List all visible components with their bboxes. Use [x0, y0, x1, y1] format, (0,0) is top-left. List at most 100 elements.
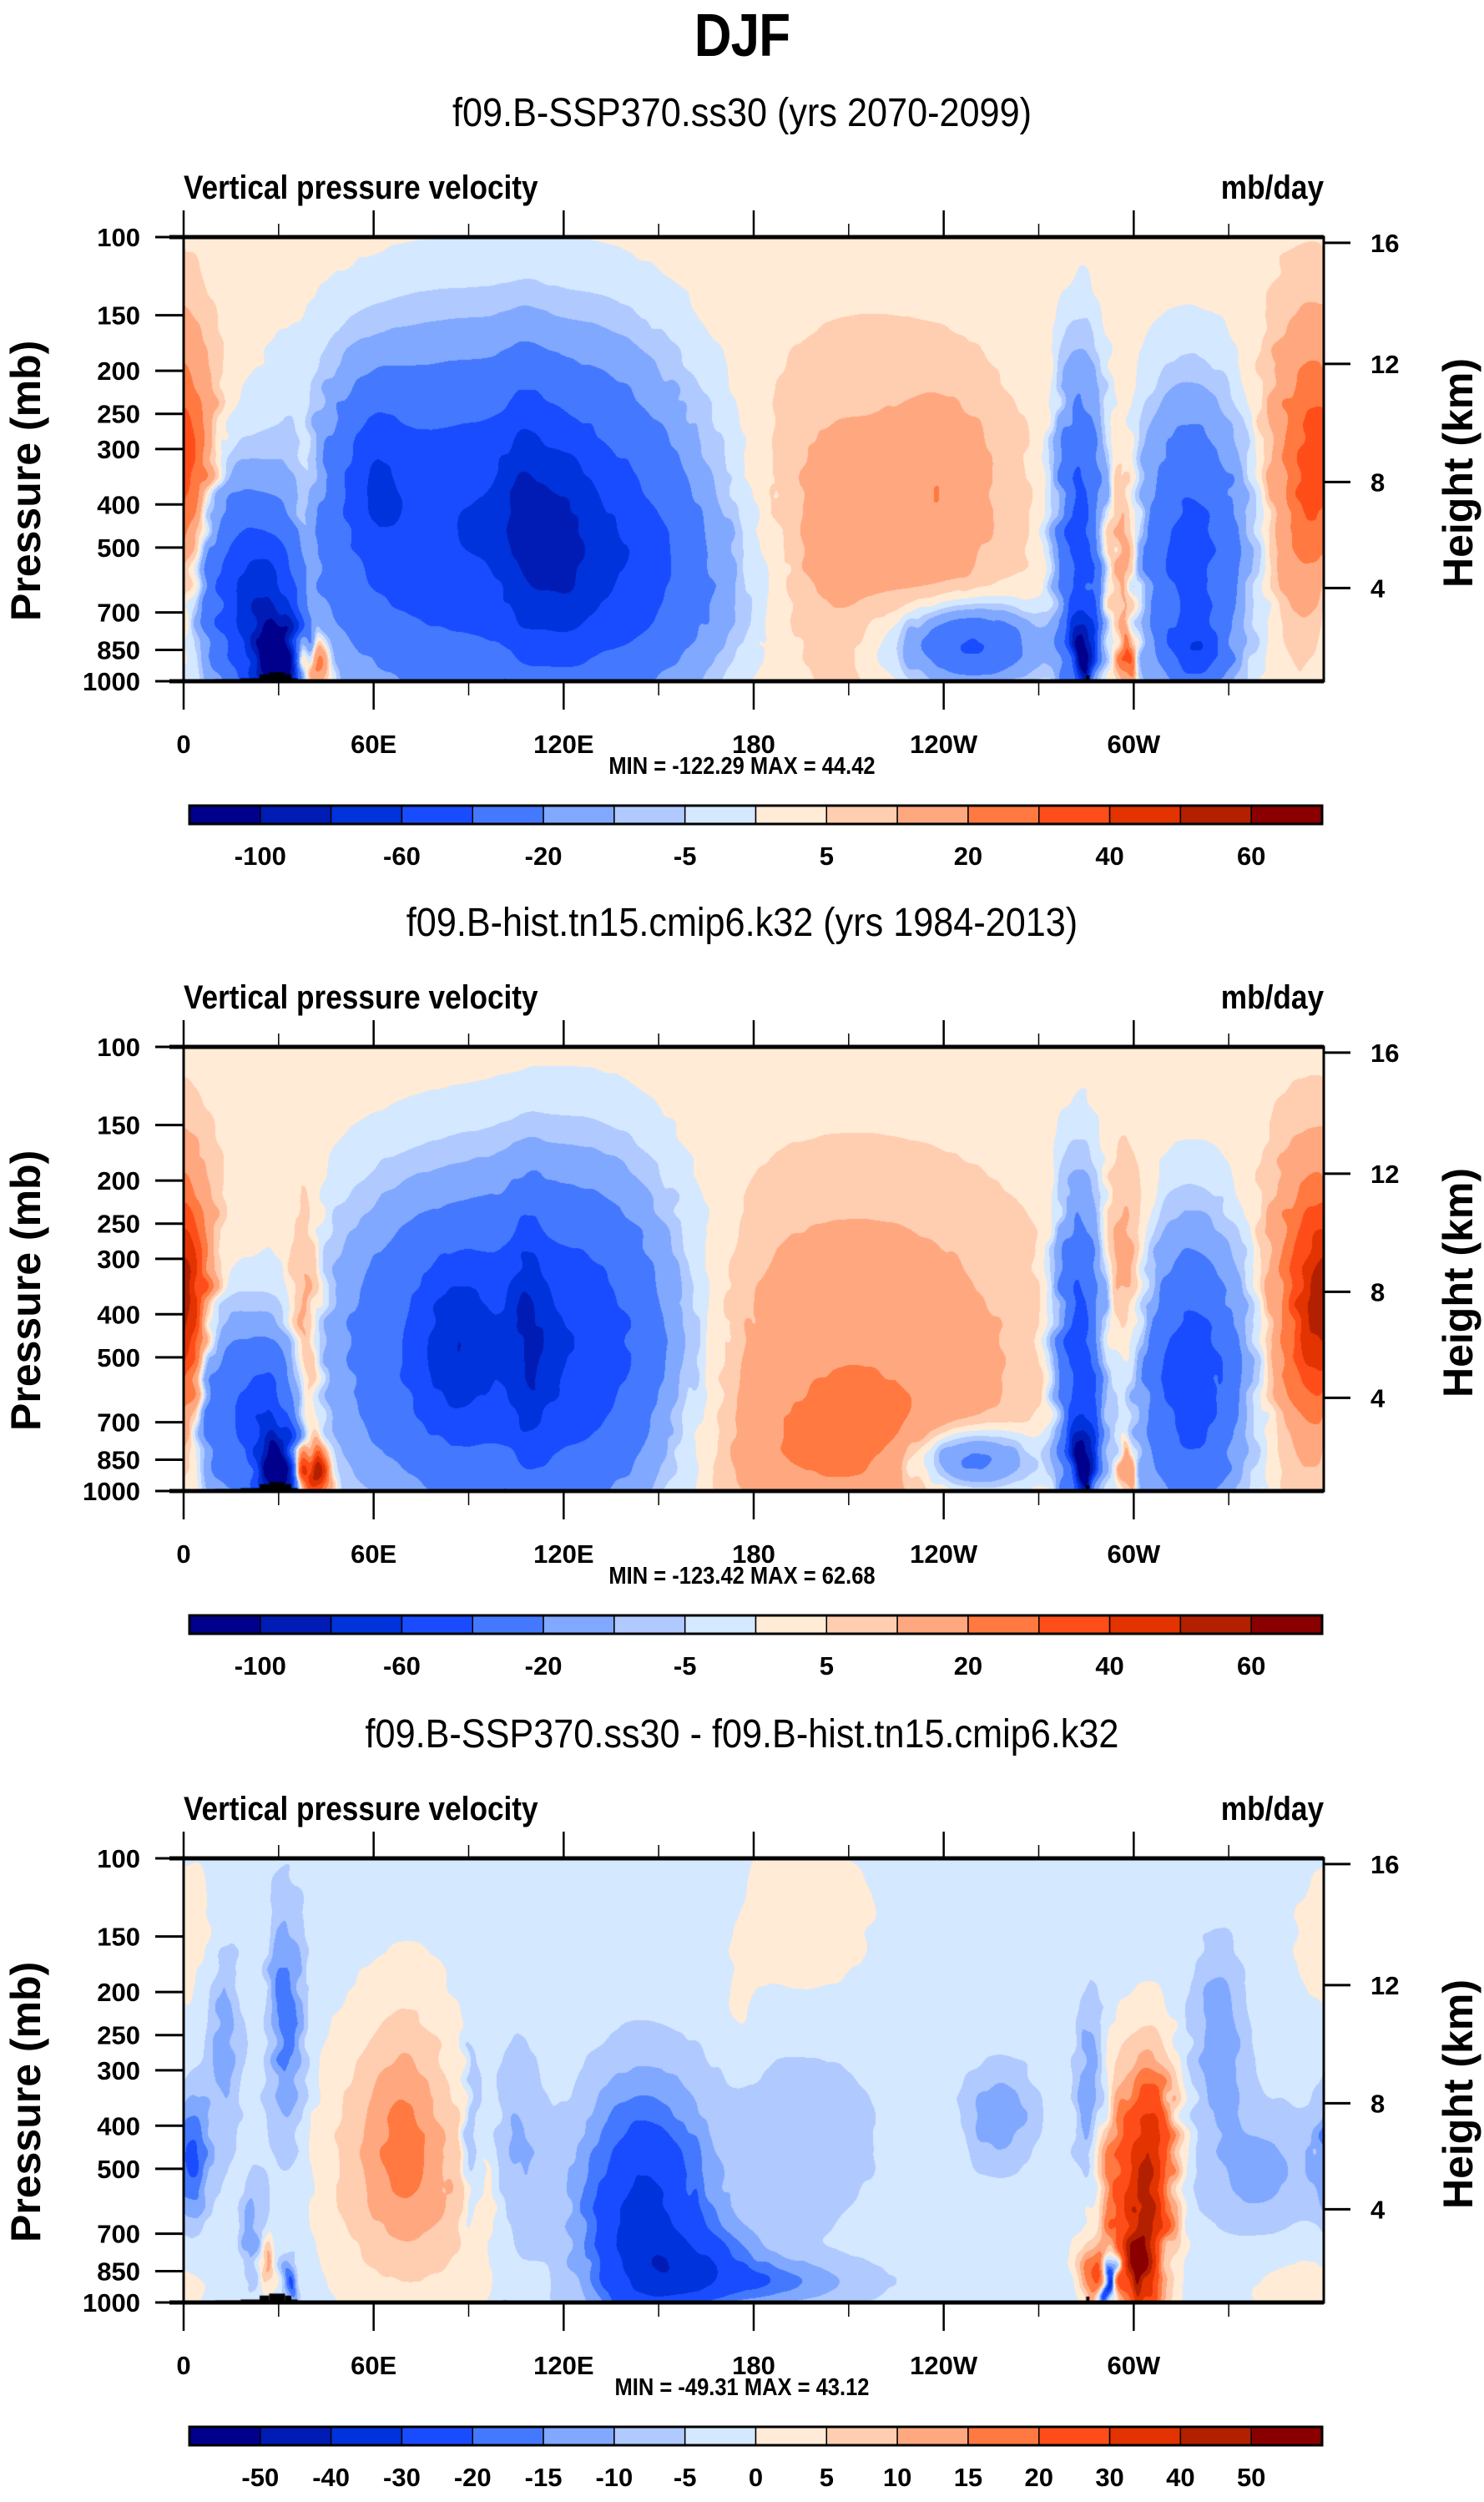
- min-max-stats: MIN = -49.31 MAX = 43.12: [614, 2374, 870, 2401]
- colorbar-label: 20: [1025, 2463, 1053, 2492]
- colorbar-box: [543, 805, 615, 825]
- colorbar-frame: [188, 804, 1324, 826]
- colorbar-box: [896, 1615, 969, 1635]
- y-tick-label-pressure: 700: [97, 2220, 140, 2249]
- x-tick-label: 120E: [533, 2351, 593, 2380]
- colorbar-label: 60: [1237, 1651, 1265, 1681]
- variable-name: Vertical pressure velocity: [184, 169, 538, 206]
- colorbar-label: 5: [820, 2463, 834, 2492]
- x-tick-label: 120W: [910, 2351, 978, 2380]
- y-tick-label-pressure: 200: [97, 1978, 140, 2007]
- colorbar-frame: [188, 1614, 1324, 1635]
- contour-field: [184, 1047, 1324, 1491]
- y-tick-label-height: 8: [1370, 1277, 1385, 1307]
- units-label: mb/day: [1220, 1791, 1324, 1827]
- colorbar-label: 60: [1237, 842, 1265, 871]
- colorbar-box: [1179, 1615, 1252, 1635]
- colorbar-label: -10: [595, 2463, 633, 2492]
- colorbar-label: 5: [820, 1651, 834, 1681]
- colorbar-box: [755, 1615, 828, 1635]
- colorbar-label: 40: [1095, 842, 1123, 871]
- colorbar-box: [1250, 2426, 1323, 2446]
- colorbar-box: [1179, 2426, 1252, 2446]
- colorbar-box: [1250, 805, 1323, 825]
- colorbar-label: -100: [235, 1651, 286, 1681]
- units-label: mb/day: [1220, 169, 1324, 206]
- x-tick-label: 180: [732, 730, 775, 759]
- panel-title: f09.B-hist.tn15.cmip6.k32 (yrs 1984-2013…: [406, 901, 1078, 945]
- y-tick-label-pressure: 500: [97, 2155, 140, 2184]
- colorbar-label: -20: [525, 842, 563, 871]
- colorbar-label: 20: [954, 842, 982, 871]
- y-tick-label-pressure: 250: [97, 1210, 140, 1239]
- y-tick-label-pressure: 400: [97, 1300, 140, 1329]
- colorbar-label: 15: [954, 2463, 982, 2492]
- colorbar-label: 0: [749, 2463, 763, 2492]
- x-tick-label: 60W: [1107, 2351, 1160, 2380]
- x-tick-label: 120W: [910, 1539, 978, 1569]
- colorbar-box: [755, 2426, 828, 2446]
- y-tick-label-pressure: 850: [97, 635, 140, 665]
- colorbar-box: [330, 1615, 403, 1635]
- colorbar-box: [1038, 1615, 1111, 1635]
- colorbar-box: [825, 1615, 898, 1635]
- x-tick-label: 60E: [351, 2351, 396, 2380]
- x-tick-label: 120W: [910, 730, 978, 759]
- colorbar-box: [613, 1615, 686, 1635]
- y-tick-label-pressure: 200: [97, 356, 140, 386]
- x-tick-label: 0: [176, 730, 190, 759]
- colorbar-box: [684, 2426, 757, 2446]
- colorbar-box: [189, 2426, 261, 2446]
- x-tick-label: 120E: [533, 730, 593, 759]
- contour-field: [184, 1858, 1324, 2302]
- colorbar-label: -60: [383, 1651, 421, 1681]
- y-tick-label-pressure: 150: [97, 1923, 140, 1952]
- panel-title: f09.B-SSP370.ss30 - f09.B-hist.tn15.cmip…: [365, 1712, 1119, 1756]
- figure-title: DJF: [694, 3, 790, 69]
- plot-frame: [182, 1045, 1325, 1493]
- colorbar-box: [1108, 1615, 1182, 1635]
- colorbar-box: [472, 805, 544, 825]
- colorbar-box: [1038, 2426, 1111, 2446]
- colorbar-label: -20: [525, 1651, 563, 1681]
- y-tick-label-height: 12: [1370, 1971, 1399, 2000]
- colorbar-box: [1108, 805, 1182, 825]
- colorbar-label: 50: [1237, 2463, 1265, 2492]
- colorbar-label: 10: [883, 2463, 911, 2492]
- colorbar-label: 5: [820, 842, 834, 871]
- x-tick-label: 0: [176, 2351, 190, 2380]
- y-tick-label-pressure: 150: [97, 1111, 140, 1140]
- colorbar-box: [755, 805, 828, 825]
- x-tick-label: 60W: [1107, 730, 1160, 759]
- colorbar-box: [896, 2426, 969, 2446]
- y-tick-label-pressure: 250: [97, 400, 140, 429]
- colorbar-box: [1250, 1615, 1323, 1635]
- colorbar-box: [330, 805, 403, 825]
- contour-field: [184, 237, 1324, 681]
- colorbar-box: [684, 1615, 757, 1635]
- panel-title: f09.B-SSP370.ss30 (yrs 2070-2099): [452, 91, 1032, 135]
- colorbar-box: [543, 1615, 615, 1635]
- colorbar-box: [401, 805, 473, 825]
- colorbar-label: -20: [454, 2463, 492, 2492]
- colorbar-label: -5: [674, 1651, 697, 1681]
- colorbar: -100 -60 -20 -5 5 20 40 60: [188, 1614, 1324, 1681]
- y-tick-label-pressure: 850: [97, 1445, 140, 1474]
- y-tick-label-pressure: 500: [97, 1343, 140, 1372]
- colorbar-box: [401, 1615, 473, 1635]
- y-tick-label-pressure: 1000: [83, 667, 140, 696]
- colorbar-label: -100: [235, 842, 286, 871]
- colorbar-label: 20: [954, 1651, 982, 1681]
- colorbar-label: -40: [312, 2463, 350, 2492]
- x-tick-label: 60E: [351, 1539, 396, 1569]
- colorbar-label: -5: [674, 2463, 697, 2492]
- x-tick-label: 180: [732, 2351, 775, 2380]
- x-tick-label: 60W: [1107, 1539, 1160, 1569]
- colorbar-box: [684, 805, 757, 825]
- colorbar: -100 -60 -20 -5 5 20 40 60: [188, 804, 1324, 871]
- colorbar-box: [1038, 805, 1111, 825]
- colorbar-box: [967, 1615, 1040, 1635]
- colorbar-label: 40: [1166, 2463, 1194, 2492]
- colorbar-label: 40: [1095, 1651, 1123, 1681]
- y-tick-label-height: 4: [1370, 574, 1386, 603]
